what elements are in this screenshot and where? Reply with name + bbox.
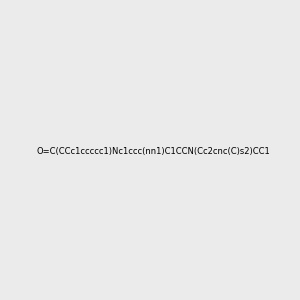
- Text: O=C(CCc1ccccc1)Nc1ccc(nn1)C1CCN(Cc2cnc(C)s2)CC1: O=C(CCc1ccccc1)Nc1ccc(nn1)C1CCN(Cc2cnc(C…: [37, 147, 271, 156]
